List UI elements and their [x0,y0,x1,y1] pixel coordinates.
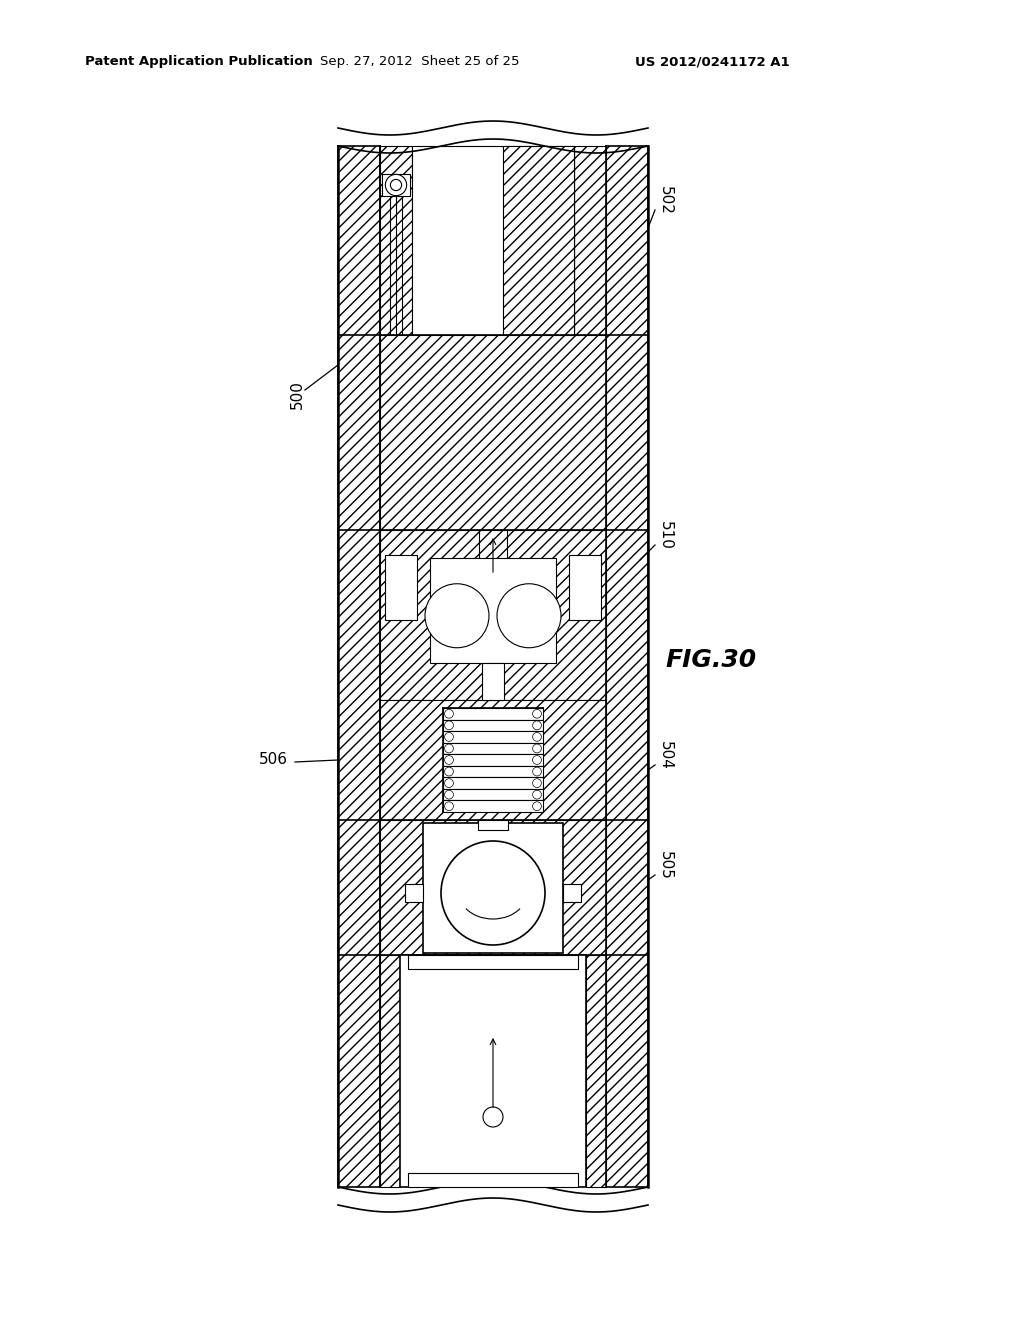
Circle shape [385,174,407,195]
Circle shape [444,791,454,799]
Circle shape [444,755,454,764]
Bar [408,954,578,969]
Bar [430,558,556,663]
Circle shape [532,779,542,788]
Bar [482,663,504,700]
Circle shape [441,841,545,945]
Text: Patent Application Publication: Patent Application Publication [85,55,312,69]
Bar [478,820,508,830]
Circle shape [532,721,542,730]
Bar [406,884,423,902]
Bar [443,719,543,731]
Bar [380,147,412,335]
Circle shape [444,767,454,776]
Bar [443,731,543,743]
Bar [380,700,606,820]
Bar [443,754,543,766]
Bar [423,822,563,953]
Bar [338,147,380,1187]
Text: 502: 502 [658,186,673,214]
Circle shape [390,180,401,190]
Circle shape [532,733,542,742]
Circle shape [444,801,454,810]
Bar [443,743,543,754]
Bar [443,789,543,800]
Bar [380,820,606,954]
Bar [443,766,543,777]
Circle shape [532,801,542,810]
Bar [408,1173,578,1187]
Text: US 2012/0241172 A1: US 2012/0241172 A1 [635,55,790,69]
Text: 510: 510 [658,520,673,549]
Circle shape [497,583,561,648]
Text: FIG.30: FIG.30 [665,648,756,672]
Bar [412,147,574,335]
Circle shape [532,744,542,752]
Bar [563,884,581,902]
Circle shape [425,583,489,648]
Bar [385,554,417,620]
Bar [382,174,410,195]
Bar [443,708,543,719]
Bar [400,954,586,1187]
Bar [606,147,648,1187]
Circle shape [444,709,454,718]
Circle shape [483,1107,503,1127]
Circle shape [532,709,542,718]
Text: 505: 505 [658,850,673,879]
Circle shape [532,755,542,764]
Text: 508: 508 [420,1048,453,1072]
Bar [443,777,543,789]
Circle shape [532,791,542,799]
Circle shape [532,767,542,776]
Text: 500: 500 [290,380,305,409]
Bar [569,554,601,620]
Circle shape [444,744,454,752]
Bar [443,800,543,812]
Bar [503,147,574,335]
Bar [574,147,606,335]
Circle shape [444,721,454,730]
Bar [380,531,606,700]
Bar [586,954,606,1187]
Circle shape [444,733,454,742]
Text: 504: 504 [658,741,673,770]
Text: 506: 506 [259,752,288,767]
Bar [380,335,606,531]
Circle shape [444,779,454,788]
Text: Sep. 27, 2012  Sheet 25 of 25: Sep. 27, 2012 Sheet 25 of 25 [321,55,520,69]
Bar [380,954,400,1187]
